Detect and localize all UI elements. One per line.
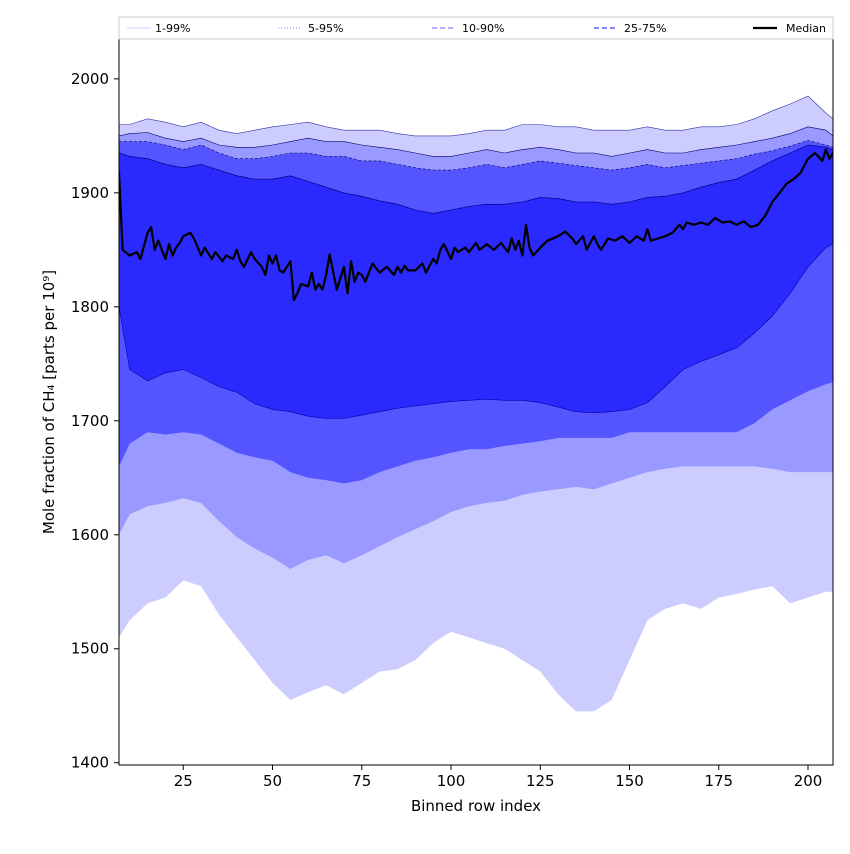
y-tick-label: 1900: [71, 184, 109, 202]
y-axis-label: Mole fraction of CH₄ [parts per 10⁹]: [40, 270, 58, 534]
legend-label-5-95%: 5-95%: [308, 22, 343, 35]
legend: 1-99% 5-95% 10-90% 25-75% Median: [118, 16, 834, 40]
x-axis-label: Binned row index: [411, 797, 541, 815]
x-tick-label: 125: [526, 772, 555, 790]
band-upper-edge-1-99%: [119, 95, 833, 137]
y-tick-label: 1800: [71, 298, 109, 316]
band-upper-edge-5-95%: [119, 126, 833, 157]
legend-frame: [118, 16, 834, 40]
y-tick-label: 1400: [71, 754, 109, 772]
y-tick-label: 1500: [71, 640, 109, 658]
legend-label-10-90%: 10-90%: [462, 22, 504, 35]
y-axis: 1400 1500 1600 1700 1800 1900 2000: [71, 70, 119, 772]
x-tick-label: 75: [352, 772, 371, 790]
x-tick-label: 150: [615, 772, 644, 790]
y-tick-label: 1700: [71, 412, 109, 430]
band-upper-edge-10-90%: [119, 140, 833, 171]
median-line: [119, 148, 833, 302]
band-layer: [119, 95, 833, 712]
x-tick-label: 25: [174, 772, 193, 790]
legend-label-Median: Median: [786, 22, 826, 35]
x-axis: 25 50 75 100 125 150 175 200: [174, 765, 823, 790]
x-tick-label: 100: [437, 772, 466, 790]
x-tick-label: 175: [704, 772, 733, 790]
band-upper-edge-25-75%: [119, 144, 833, 214]
legend-label-25-75%: 25-75%: [624, 22, 666, 35]
y-tick-label: 2000: [71, 70, 109, 88]
median-layer: [119, 148, 833, 302]
x-tick-label: 200: [794, 772, 823, 790]
x-tick-label: 50: [263, 772, 282, 790]
legend-label-1-99%: 1-99%: [155, 22, 190, 35]
y-tick-label: 1600: [71, 526, 109, 544]
